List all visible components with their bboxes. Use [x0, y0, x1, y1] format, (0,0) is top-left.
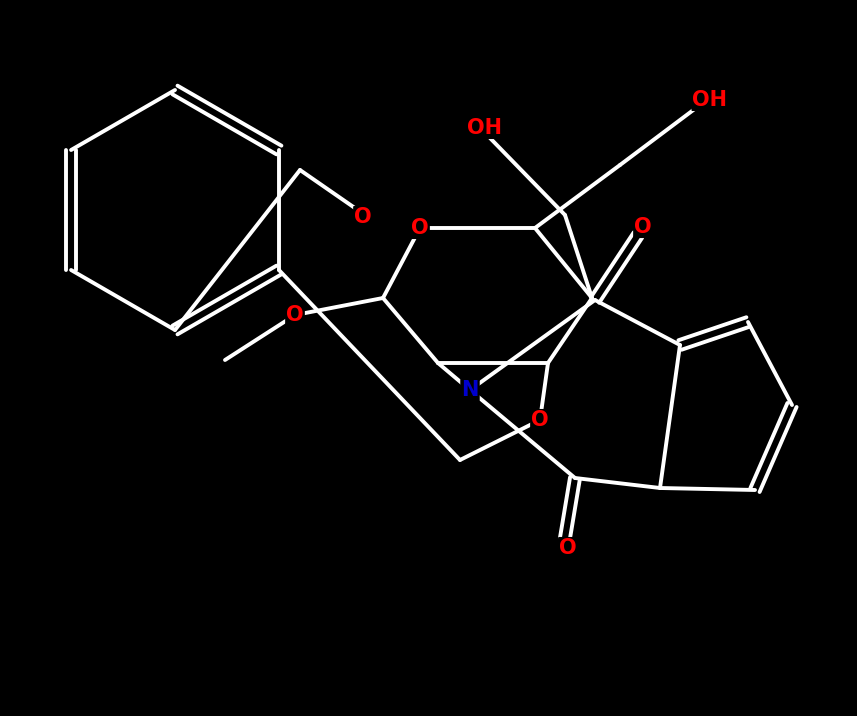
Text: O: O: [286, 305, 304, 325]
Text: O: O: [354, 207, 372, 227]
Text: O: O: [559, 538, 577, 558]
Text: O: O: [531, 410, 548, 430]
Text: O: O: [634, 217, 652, 237]
Text: OH: OH: [468, 118, 502, 138]
Text: OH: OH: [692, 90, 728, 110]
Text: N: N: [461, 380, 479, 400]
Text: O: O: [411, 218, 428, 238]
